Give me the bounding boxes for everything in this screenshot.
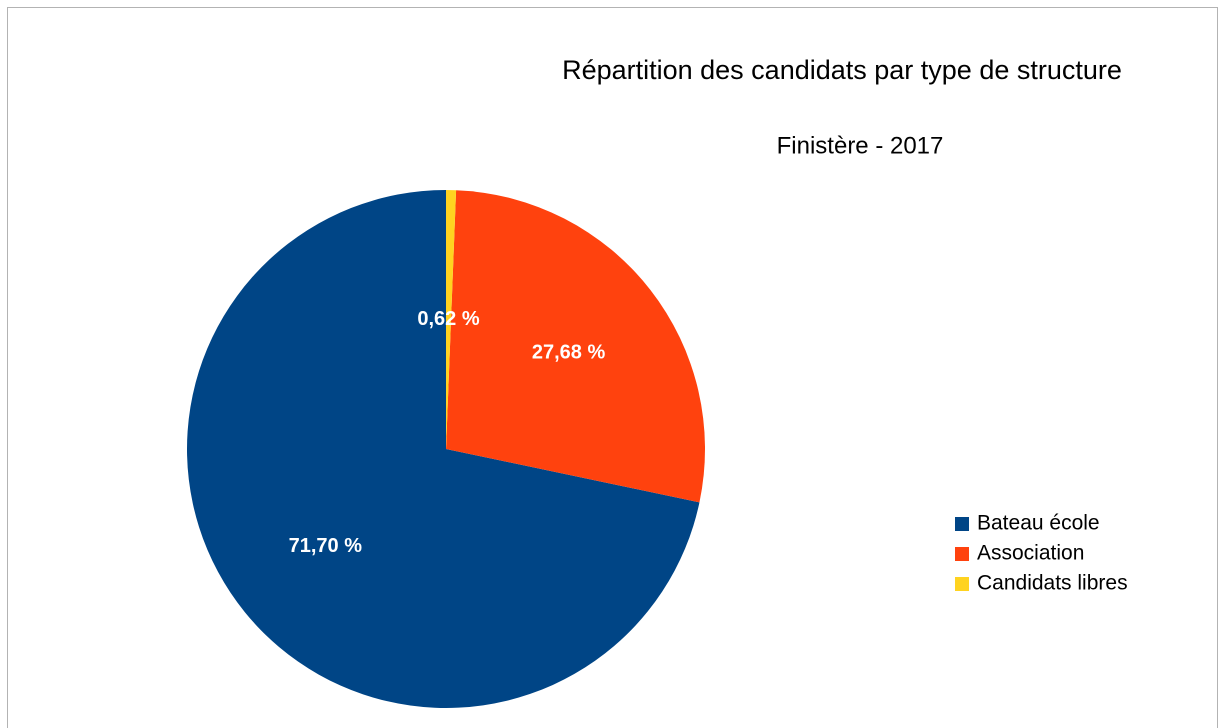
legend-label: Association [977, 542, 1084, 565]
legend-swatch [955, 547, 969, 561]
legend-label: Candidats libres [977, 572, 1128, 595]
pie-slice [186, 190, 700, 708]
chart-title: Répartition des candidats par type de st… [562, 55, 1122, 85]
data-label: 0,62 % [417, 308, 479, 330]
legend-label: Bateau école [977, 512, 1100, 535]
data-label: 71,70 % [289, 535, 363, 557]
pie-slice [446, 190, 457, 449]
pie-slice [446, 190, 705, 503]
legend-swatch [955, 577, 969, 591]
legend-swatch [955, 517, 969, 531]
chart-subtitle: Finistère - 2017 [777, 132, 944, 159]
data-label: 27,68 % [532, 342, 606, 364]
